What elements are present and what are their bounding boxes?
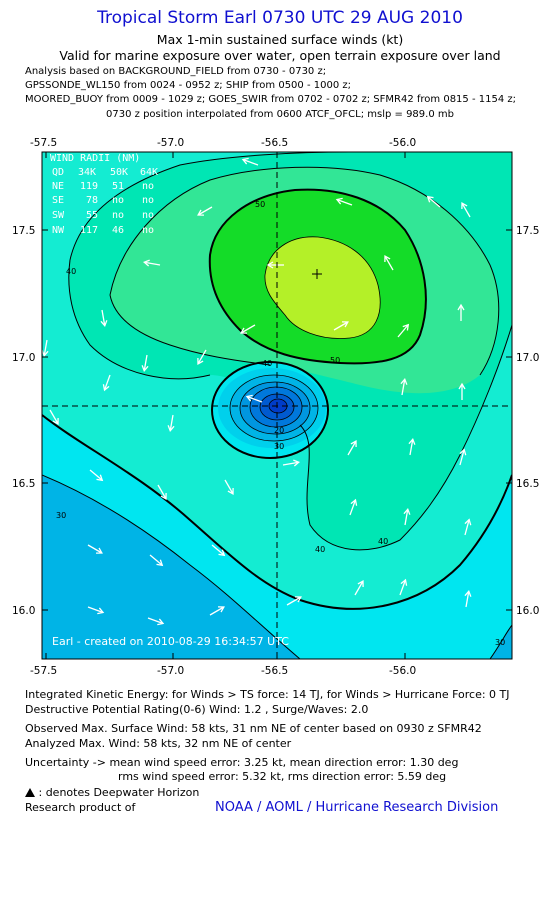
- wind-radii-cell: no: [112, 195, 124, 206]
- y-tick-right: 17.0: [516, 352, 539, 364]
- x-tick-top: -57.0: [157, 137, 184, 149]
- map-credit: Earl - created on 2010-08-29 16:34:57 UT…: [52, 635, 289, 648]
- wind-radii-cell: NW: [52, 225, 65, 236]
- wind-radii-col-qd: QD: [52, 167, 64, 178]
- wind-radii-cell: no: [142, 195, 154, 206]
- wind-map: 50 40 50 40 20 30 30 40 40 30 WIND RADII…: [0, 125, 560, 685]
- contour-label: 50: [255, 200, 265, 209]
- analysis-line-3: MOORED_BUOY from 0009 - 1029 z; GOES_SWI…: [25, 94, 516, 105]
- wind-radii-cell: 46: [112, 225, 124, 236]
- dpr-text: Destructive Potential Rating(0-6) Wind: …: [25, 703, 369, 716]
- wind-radii-col-64k: 64K: [140, 167, 158, 178]
- x-tick-bottom: -57.0: [157, 665, 184, 677]
- wind-radii-cell: SW: [52, 210, 65, 221]
- max-wind-marker: [312, 269, 322, 279]
- analysis-line-2: GPSSONDE_WL150 from 0024 - 0952 z; SHIP …: [25, 80, 351, 91]
- deepwater-legend-text: : denotes Deepwater Horizon: [38, 786, 200, 799]
- x-tick-bottom: -56.0: [389, 665, 416, 677]
- analyzed-max-text: Analyzed Max. Wind: 58 kts, 32 nm NE of …: [25, 737, 292, 750]
- wind-radii-cell: no: [142, 225, 154, 236]
- wind-radii-cell: 55: [86, 210, 98, 221]
- x-tick-bottom: -57.5: [30, 665, 57, 677]
- wind-radii-cell: 78: [86, 195, 98, 206]
- wind-radii-cell: SE: [52, 195, 64, 206]
- wind-radii-cell: 117: [80, 225, 98, 236]
- ike-text: Integrated Kinetic Energy: for Winds > T…: [25, 688, 510, 701]
- research-label: Research product of: [25, 801, 136, 814]
- contour-label: 30: [274, 442, 284, 451]
- x-tick-top: -57.5: [30, 137, 57, 149]
- analysis-line-4: 0730 z position interpolated from 0600 A…: [106, 109, 454, 120]
- wind-radii-cell: no: [142, 210, 154, 221]
- x-tick-bottom: -56.5: [261, 665, 288, 677]
- chart-title: Tropical Storm Earl 0730 UTC 29 AUG 2010: [97, 8, 463, 28]
- contour-label: 40: [315, 545, 325, 554]
- wind-radii-table: WIND RADII (NM) QD 34K 50K 64K NE 119 51…: [50, 153, 158, 236]
- noaa-org-link[interactable]: NOAA / AOML / Hurricane Research Divisio…: [215, 800, 499, 815]
- subtitle-winds: Max 1-min sustained surface winds (kt): [156, 32, 404, 47]
- y-tick-right: 16.0: [516, 605, 539, 617]
- wind-radii-col-34k: 34K: [78, 167, 96, 178]
- contour-label: 40: [378, 537, 388, 546]
- uncertainty-line-2: rms wind speed error: 5.32 kt, rms direc…: [118, 770, 447, 783]
- y-tick-left: 16.5: [12, 478, 35, 490]
- y-tick-left: 17.5: [12, 225, 35, 237]
- contour-label: 40: [66, 267, 76, 276]
- y-tick-right: 17.5: [516, 225, 539, 237]
- observed-max-text: Observed Max. Surface Wind: 58 kts, 31 n…: [25, 722, 482, 735]
- wind-radii-col-50k: 50K: [110, 167, 128, 178]
- analysis-line-1: Analysis based on BACKGROUND_FIELD from …: [25, 66, 327, 77]
- contour-label: 50: [330, 356, 340, 365]
- contour-label: 20: [274, 426, 284, 435]
- deepwater-legend: : denotes Deepwater Horizon: [25, 786, 199, 799]
- wind-radii-cell: 51: [112, 181, 124, 192]
- y-tick-left: 17.0: [12, 352, 35, 364]
- wind-radii-header: WIND RADII (NM): [50, 153, 140, 164]
- y-tick-right: 16.5: [516, 478, 539, 490]
- subtitle-exposure: Valid for marine exposure over water, op…: [59, 48, 501, 63]
- contour-label: 40: [262, 359, 272, 368]
- triangle-icon: [25, 788, 35, 797]
- contour-field: 50 40 50 40 20 30 30 40 40 30 WIND RADII…: [42, 152, 512, 659]
- uncertainty-line-1: Uncertainty -> mean wind speed error: 3.…: [25, 756, 459, 769]
- contour-label: 30: [495, 638, 505, 647]
- wind-radii-cell: no: [112, 210, 124, 221]
- x-tick-top: -56.0: [389, 137, 416, 149]
- y-tick-left: 16.0: [12, 605, 35, 617]
- wind-radii-cell: NE: [52, 181, 64, 192]
- contour-label: 30: [56, 511, 66, 520]
- wind-radii-cell: no: [142, 181, 154, 192]
- wind-radii-cell: 119: [80, 181, 98, 192]
- x-tick-top: -56.5: [261, 137, 288, 149]
